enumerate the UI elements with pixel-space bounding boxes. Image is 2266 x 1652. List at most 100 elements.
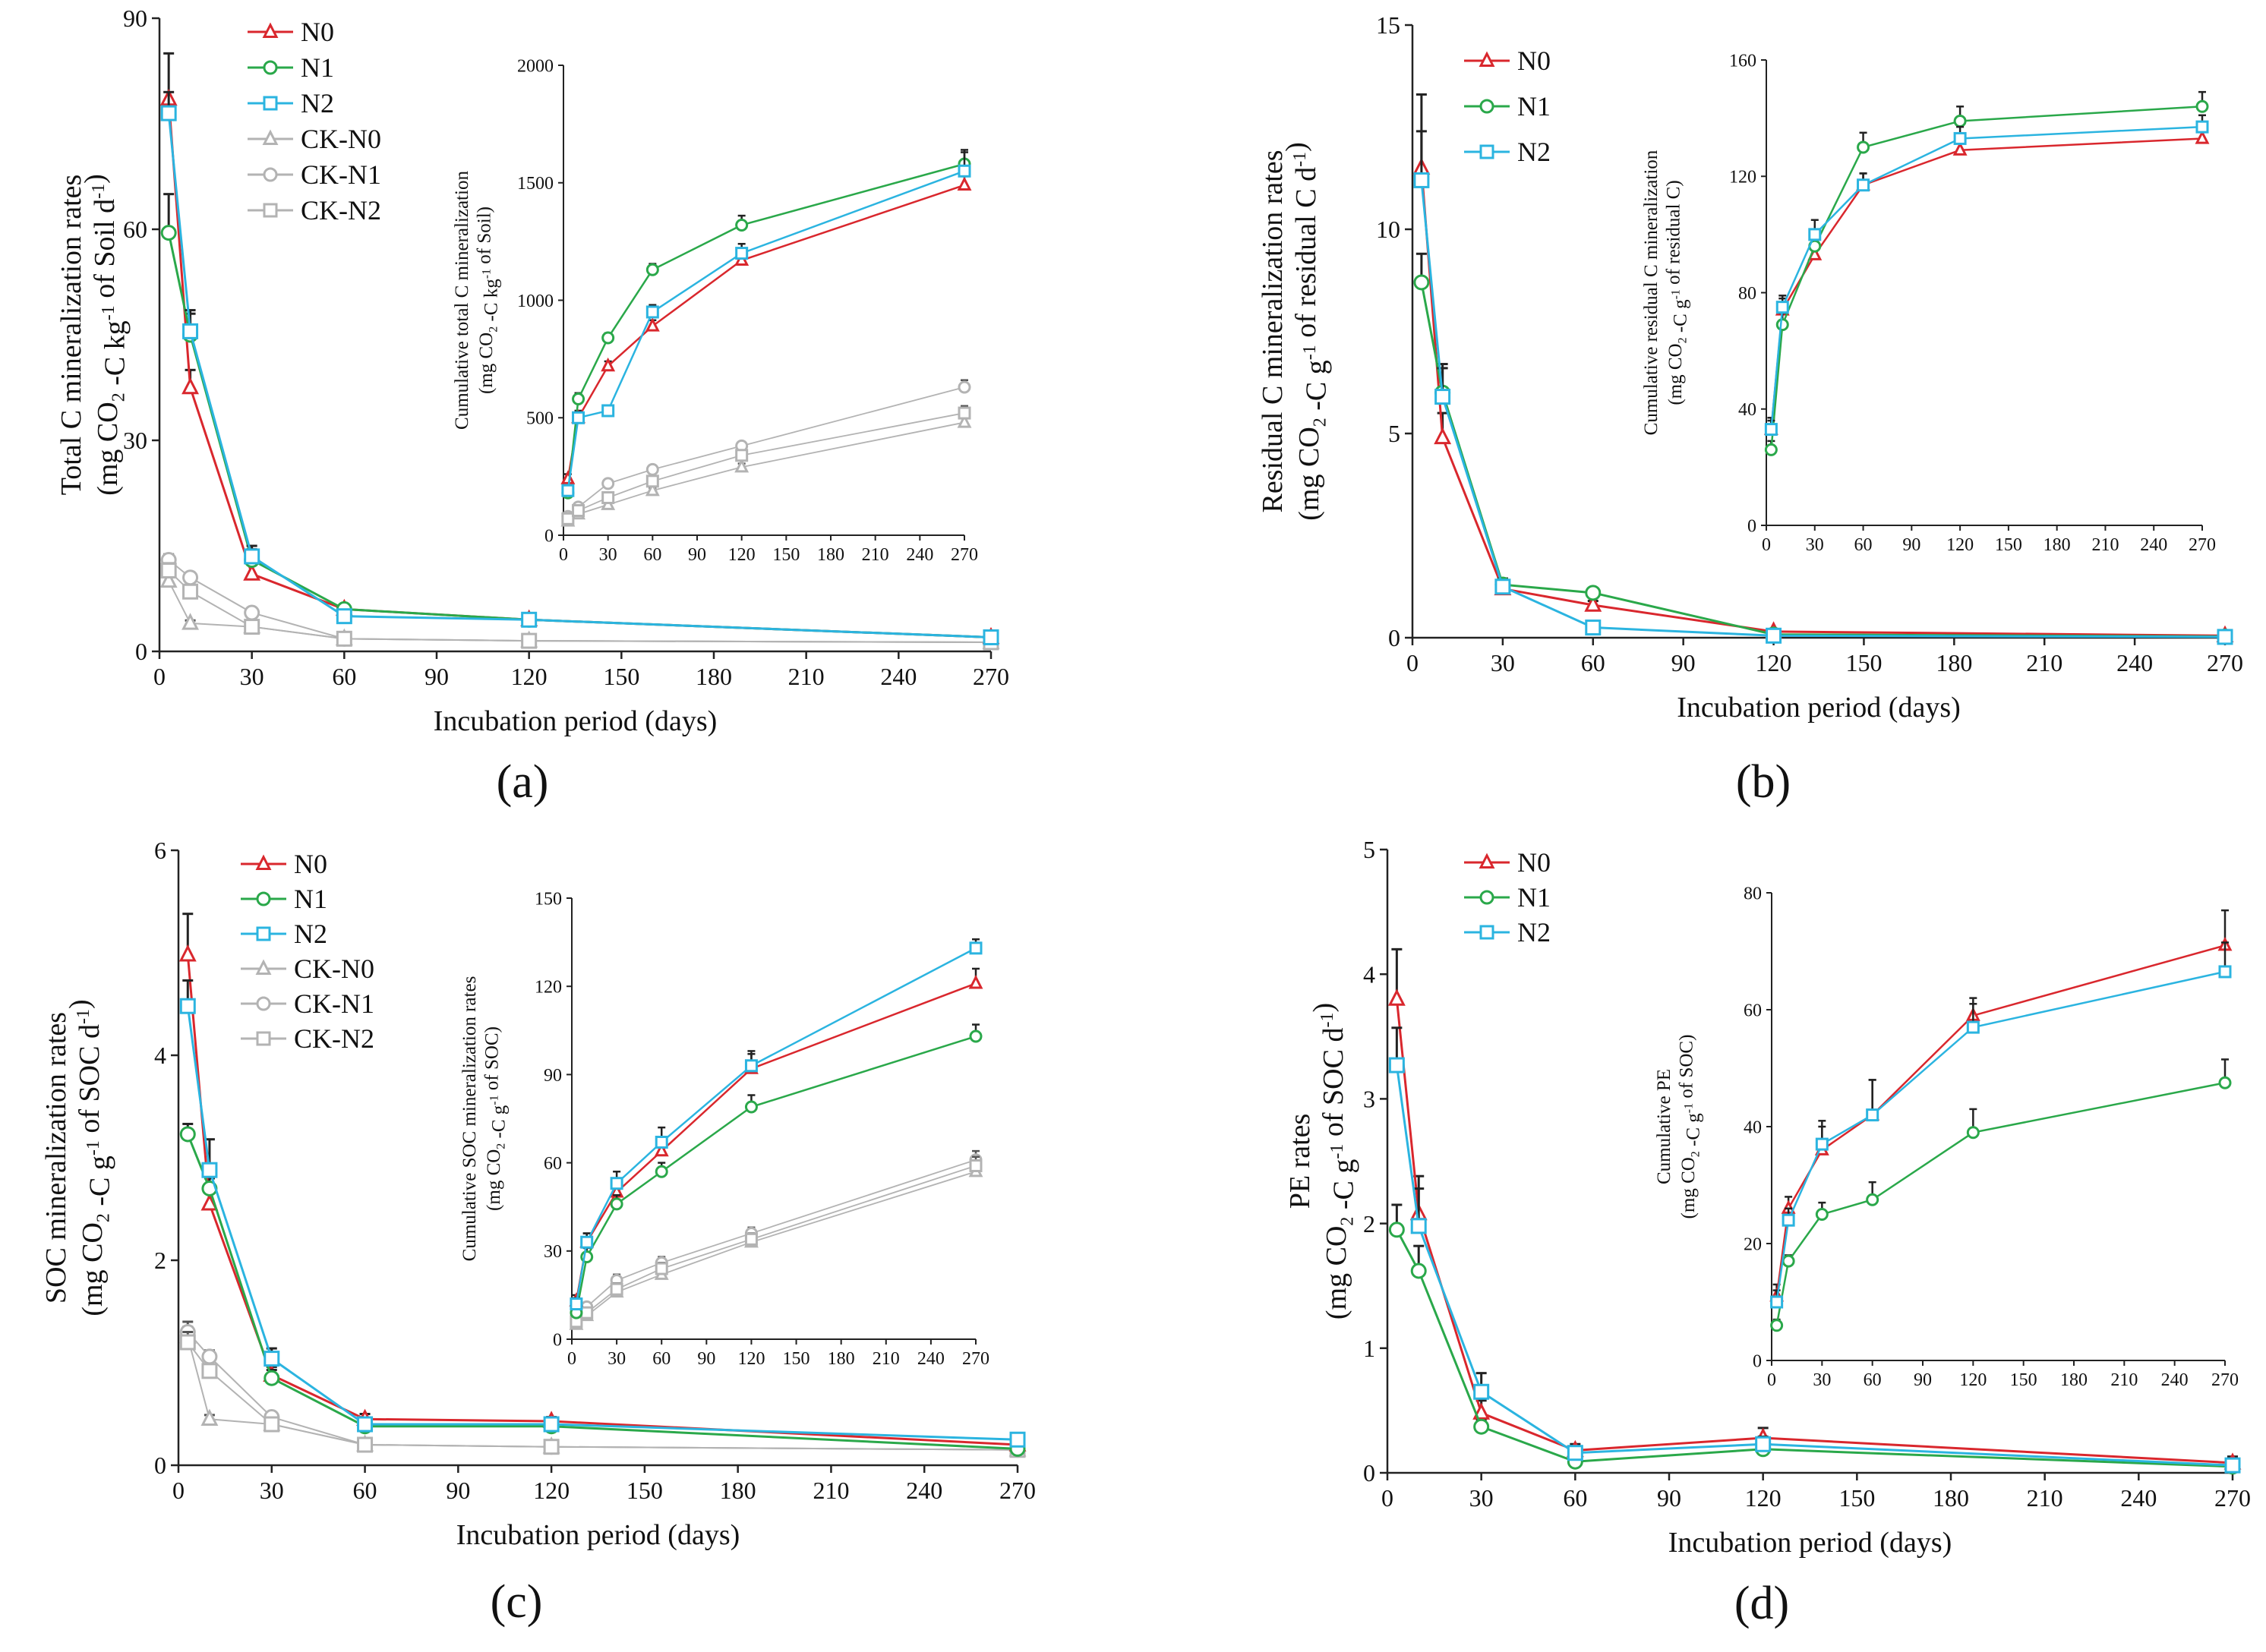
inset-point-marker-square xyxy=(1966,1020,1980,1034)
inset-series-ck-n0 xyxy=(569,1162,983,1330)
main-x-tick-label: 270 xyxy=(999,1477,1036,1504)
inset-point-marker-square xyxy=(958,406,971,420)
inset-x-tick-label: 120 xyxy=(1959,1370,1987,1390)
main-y-tick-label: 1 xyxy=(1363,1335,1375,1362)
main-point-marker-square xyxy=(2224,1457,2241,1474)
main-point-marker-square xyxy=(983,629,999,645)
main-y-tick-label: 15 xyxy=(1376,11,1400,39)
panel-label-b: (b) xyxy=(1736,756,1791,808)
inset-point-marker-square xyxy=(561,484,575,497)
main-point-marker-square xyxy=(1567,1445,1583,1461)
main-x-tick-label: 210 xyxy=(2027,1484,2063,1512)
main-x-tick-label: 30 xyxy=(260,1477,284,1504)
legend-marker-square xyxy=(256,1031,271,1046)
inset-x-tick-label: 210 xyxy=(873,1349,900,1369)
legend-d: N0 N1 N2 xyxy=(1464,847,1551,947)
legend-marker-triangle xyxy=(255,854,272,870)
main-point-marker-square xyxy=(521,611,538,628)
main-series-ck-n2 xyxy=(160,562,999,651)
legend-label: N2 xyxy=(1517,917,1551,947)
inset-x-tick-label: 180 xyxy=(817,545,844,565)
legend-marker-triangle xyxy=(1479,853,1495,869)
main-point-marker-square xyxy=(357,1436,374,1453)
inset-y-tick-label: 40 xyxy=(1738,400,1756,420)
main-x-tick-label: 0 xyxy=(172,1477,185,1504)
inset-x-tick-label: 240 xyxy=(2140,535,2167,555)
legend-marker-triangle xyxy=(262,22,279,38)
inset-point-marker-square xyxy=(645,305,659,319)
inset-x-tick-label: 240 xyxy=(917,1349,945,1369)
main-y-tick-label: 30 xyxy=(123,427,147,454)
inset-y-tick-label: 1500 xyxy=(517,174,554,194)
inset-series-ck-n0 xyxy=(560,414,972,527)
inset-series-n2 xyxy=(561,149,971,497)
inset-series-n0 xyxy=(1763,128,2210,435)
main-series-line-n2 xyxy=(186,1006,1018,1441)
main-point-marker-square xyxy=(264,1351,280,1367)
main-series-n2 xyxy=(1388,1026,2241,1474)
main-x-tick-label: 210 xyxy=(813,1477,849,1504)
legend-marker-circle xyxy=(1479,890,1494,905)
legend-label: CK-N2 xyxy=(301,195,381,225)
inset-series-ck-n2 xyxy=(561,405,971,525)
inset-point-marker-square xyxy=(1764,423,1778,437)
inset-point-marker-circle xyxy=(744,1100,758,1114)
inset-point-marker-square xyxy=(735,449,749,462)
inset-x-tick-label: 30 xyxy=(608,1349,626,1369)
main-series-line-n2 xyxy=(1395,1064,2233,1467)
legend-marker-circle xyxy=(256,996,271,1011)
inset-series-line-ck-n1 xyxy=(567,386,965,517)
inset-x-tick-label: 30 xyxy=(1813,1370,1831,1390)
legend-c: N0 N1 N2 CK-N0 CK-N1 CK-N2 xyxy=(241,849,374,1054)
legend-marker-square xyxy=(1479,144,1494,159)
main-series-n1 xyxy=(1413,252,2233,645)
main-point-marker-square xyxy=(1494,579,1511,595)
inset-x-tick-label: 240 xyxy=(2161,1370,2189,1390)
main-point-marker-square xyxy=(182,323,199,339)
main-point-marker-square xyxy=(1585,620,1602,636)
main-y-axis-label: (mg CO2 -C g-1 of SOC d-1) xyxy=(1308,1003,1360,1319)
inset-y-tick-label: 0 xyxy=(1753,1351,1762,1371)
main-x-tick-label: 0 xyxy=(153,663,166,690)
inset-point-marker-square xyxy=(1770,1295,1784,1309)
main-point-marker-triangle xyxy=(200,1193,219,1211)
main-x-tick-label: 30 xyxy=(1491,649,1515,676)
inset-series-line-n2 xyxy=(1770,125,2203,430)
inset-series-line-ck-n0 xyxy=(567,421,965,522)
main-point-marker-square xyxy=(179,998,196,1014)
inset-point-marker-square xyxy=(1866,1108,1879,1122)
legend-label: N1 xyxy=(1517,882,1551,913)
legend-label: N0 xyxy=(294,849,327,879)
inset-point-marker-circle xyxy=(1775,318,1789,332)
main-y-axis-label: PE rates xyxy=(1284,1114,1316,1209)
inset-point-marker-square xyxy=(2195,120,2209,134)
inset-point-marker-square xyxy=(1953,131,1967,145)
inset-series-line-n0 xyxy=(1775,944,2226,1297)
inset-point-marker-square xyxy=(561,512,575,525)
inset-y-tick-label: 500 xyxy=(526,409,554,429)
inset-point-marker-circle xyxy=(1966,1126,1980,1140)
main-point-marker-triangle xyxy=(1434,427,1452,445)
inset-series-n1 xyxy=(1764,90,2209,456)
inset-point-marker-circle xyxy=(1782,1254,1795,1268)
legend-b: N0 N1 N2 xyxy=(1464,46,1551,167)
main-x-tick-label: 210 xyxy=(788,663,825,690)
main-point-marker-square xyxy=(201,1162,218,1178)
inset-y-axis-label: Cumulative total C mineralization xyxy=(452,171,472,430)
inset-x-tick-label: 30 xyxy=(599,545,617,565)
inset-y-axis-label: Cumulative SOC mineralization rates xyxy=(459,976,480,1262)
main-point-marker-square xyxy=(543,1416,560,1433)
inset-point-marker-circle xyxy=(601,477,615,490)
inset-series-ck-n2 xyxy=(570,1155,983,1329)
inset-chart-a: 0 30 60 90 120 150 180 210 240 270 0 500 1000 1500 200… xyxy=(452,56,978,565)
inset-series-line-n2 xyxy=(575,947,977,1304)
main-point-marker-circle xyxy=(244,604,260,621)
main-point-marker-circle xyxy=(1410,1263,1427,1279)
inset-point-marker-circle xyxy=(1866,1193,1879,1206)
main-x-tick-label: 240 xyxy=(880,663,917,690)
inset-x-tick-label: 180 xyxy=(2044,535,2071,555)
panel-b: 0 30 60 90 120 150 180 210 240 270 0 5 10 15 Residual … xyxy=(1257,11,2243,808)
inset-x-tick-label: 120 xyxy=(728,545,756,565)
inset-series-n2 xyxy=(570,938,983,1311)
inset-x-tick-label: 90 xyxy=(688,545,706,565)
